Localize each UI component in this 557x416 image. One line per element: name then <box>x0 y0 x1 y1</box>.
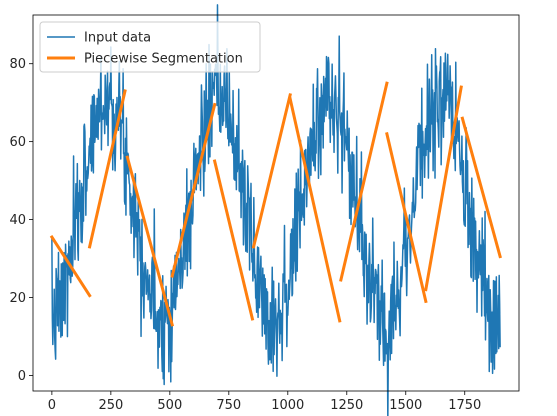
y-tick-label: 20 <box>9 291 26 306</box>
segment-3 <box>125 155 175 327</box>
y-tick-label: 0 <box>18 369 26 384</box>
legend-piecewise-segmentation-label: Piecewise Segmentation <box>84 52 243 67</box>
segment-10 <box>424 85 463 292</box>
input-data-series <box>51 4 501 416</box>
y-tick-label: 60 <box>9 135 26 150</box>
segment-1 <box>49 235 92 298</box>
segment-2 <box>87 89 127 249</box>
x-tick-label: 500 <box>157 398 182 413</box>
x-tick-label: 1500 <box>389 398 422 413</box>
axes-frame <box>32 14 520 392</box>
plot-area <box>32 4 520 416</box>
x-tick-label: 1250 <box>330 398 363 413</box>
y-tick-label: 80 <box>9 57 26 72</box>
segment-4 <box>170 102 217 278</box>
y-axis: 0 20 40 60 80 <box>9 57 33 384</box>
legend: Input data Piecewise Segmentation <box>39 21 261 73</box>
piecewise-segmentation-series <box>49 81 502 327</box>
legend-input-data-label: Input data <box>84 31 151 46</box>
x-tick-label: 1000 <box>271 398 304 413</box>
x-tick-label: 750 <box>216 398 241 413</box>
legend-frame <box>39 21 261 73</box>
x-tick-label: 0 <box>48 398 56 413</box>
input-data-line <box>51 4 501 416</box>
y-tick-label: 40 <box>9 213 26 228</box>
segment-11 <box>460 116 502 259</box>
x-tick-label: 1750 <box>448 398 481 413</box>
segment-9 <box>385 132 428 304</box>
segment-5 <box>212 159 255 321</box>
segment-8 <box>339 81 389 282</box>
segment-6 <box>251 93 292 249</box>
segment-7 <box>288 96 342 323</box>
x-axis: 0 250 500 750 1000 1250 1500 1750 <box>48 391 481 413</box>
x-tick-label: 250 <box>98 398 123 413</box>
